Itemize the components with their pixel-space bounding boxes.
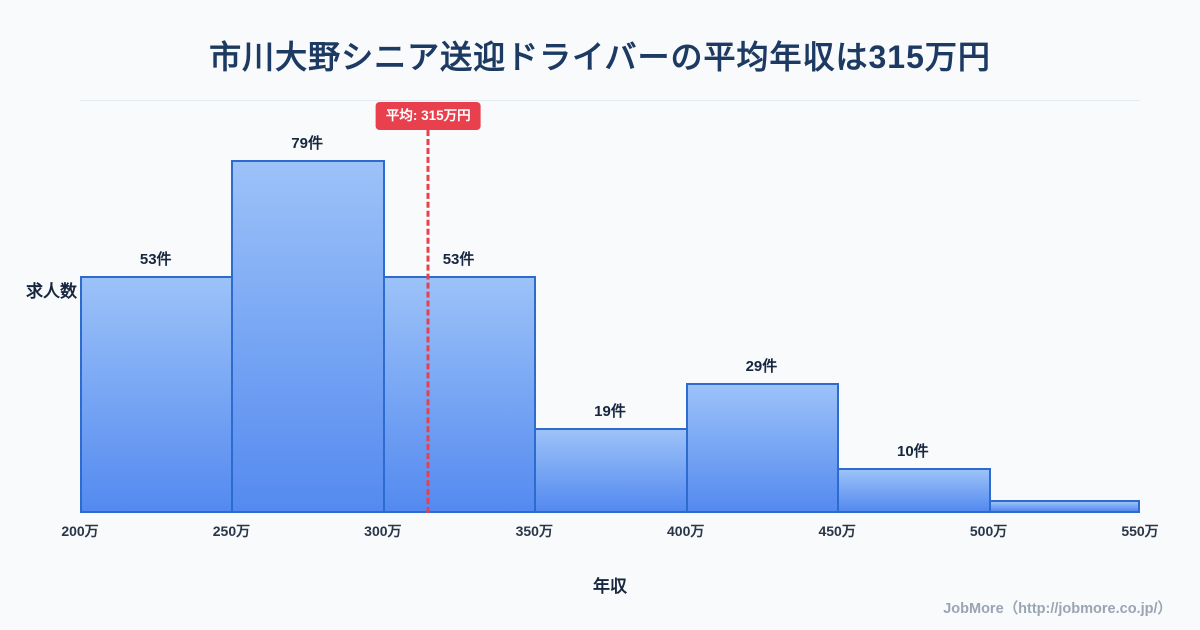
title-divider	[80, 100, 1140, 101]
bar-value-label: 53件	[442, 251, 475, 269]
bar-value-label: 53件	[139, 251, 172, 269]
bar-value-label: 10件	[897, 443, 929, 461]
bar-350万-400万	[534, 428, 688, 513]
bar-200万-250万	[80, 276, 234, 513]
y-axis-label: 求人数	[26, 282, 77, 301]
bar-250万-300万	[231, 160, 385, 513]
x-tick-label: 200万	[61, 523, 99, 539]
average-dashed-line	[426, 130, 430, 513]
x-tick-label: 550万	[1121, 523, 1159, 539]
bar-500万-550万	[988, 499, 1140, 513]
x-tick-label: 450万	[818, 523, 856, 539]
bar-value-label: 79件	[291, 135, 323, 152]
average-badge: 平均: 315万円	[375, 102, 481, 130]
footer-credit: JobMore（http://jobmore.co.jp/）	[943, 601, 1172, 617]
x-tick-label: 300万	[364, 523, 402, 539]
bar-400万-450万	[685, 383, 840, 513]
x-tick-label: 250万	[212, 523, 251, 539]
bar-value-label: 29件	[745, 358, 778, 376]
x-axis-ticks: 200万 250万 300万 350万 400万 450万 500万 550万	[61, 521, 1158, 541]
x-tick-label: 350万	[515, 523, 553, 539]
plot-area: 平均: 315万円 53件 79件 53件 19件 29件 10件	[80, 100, 1140, 513]
x-tick-label: 500万	[969, 523, 1008, 539]
bar-value-label: 19件	[594, 403, 626, 421]
x-axis-label: 年収	[593, 577, 627, 596]
bar-450万-500万	[837, 468, 991, 513]
chart-title: 市川大野シニア送迎ドライバーの平均年収は315万円	[209, 39, 991, 75]
bar-300万-350万	[382, 276, 537, 513]
x-tick-label: 400万	[667, 523, 705, 539]
